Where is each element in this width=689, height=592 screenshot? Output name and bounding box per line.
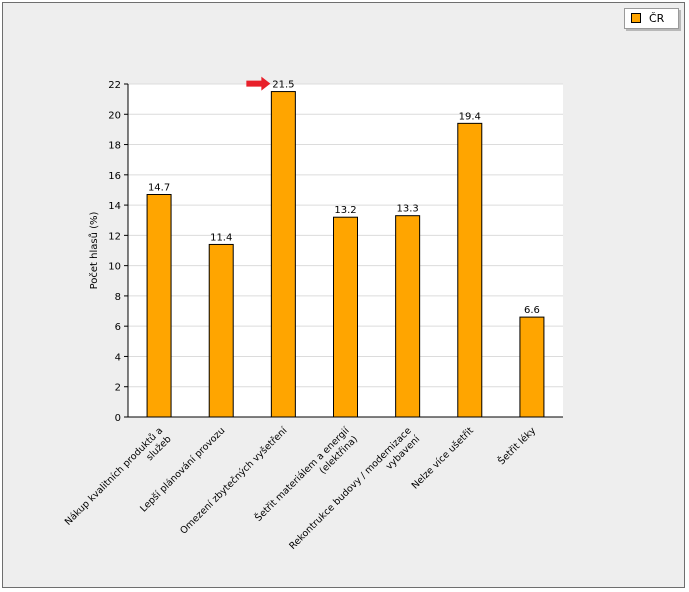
- y-tick-label: 8: [115, 292, 121, 303]
- y-tick-label: 10: [108, 262, 121, 273]
- bar: [519, 316, 545, 418]
- data-label: 19.4: [459, 111, 481, 122]
- y-tick-label: 0: [115, 413, 121, 424]
- bar: [208, 243, 234, 418]
- data-label: 13.3: [397, 204, 419, 215]
- y-tick-label: 16: [108, 171, 121, 182]
- y-tick-label: 18: [108, 141, 121, 152]
- data-label: 13.2: [334, 205, 356, 216]
- data-label: 14.7: [148, 182, 170, 193]
- data-label: 11.4: [210, 232, 232, 243]
- y-tick-label: 22: [108, 80, 121, 91]
- bar: [395, 215, 421, 418]
- bar: [457, 122, 483, 418]
- bar: [146, 193, 172, 418]
- highlight-arrow-icon: [246, 76, 271, 91]
- y-tick-label: 20: [108, 110, 121, 121]
- y-axis-label: Počet hlasů (%): [88, 211, 100, 289]
- legend-swatch: [631, 13, 641, 23]
- data-label: 21.5: [272, 80, 294, 91]
- x-tick-label: Šetřit léky: [496, 424, 539, 467]
- y-tick-label: 6: [115, 322, 121, 333]
- bar: [333, 216, 358, 418]
- legend: ČR: [624, 8, 679, 29]
- data-label: 6.6: [524, 305, 540, 316]
- y-tick-label: 14: [108, 201, 121, 212]
- legend-label: ČR: [649, 12, 665, 25]
- x-tick-label: Nákup kvalitních produktů aslužeb: [63, 425, 174, 536]
- y-tick-label: 12: [108, 231, 121, 242]
- y-tick-label: 2: [115, 383, 121, 394]
- x-tick-label: Nelze více ušetřit: [410, 425, 476, 491]
- x-tick-label: Omezení zbytečných vyšetření: [178, 425, 290, 537]
- y-tick-label: 4: [115, 352, 121, 363]
- bar: [270, 91, 296, 418]
